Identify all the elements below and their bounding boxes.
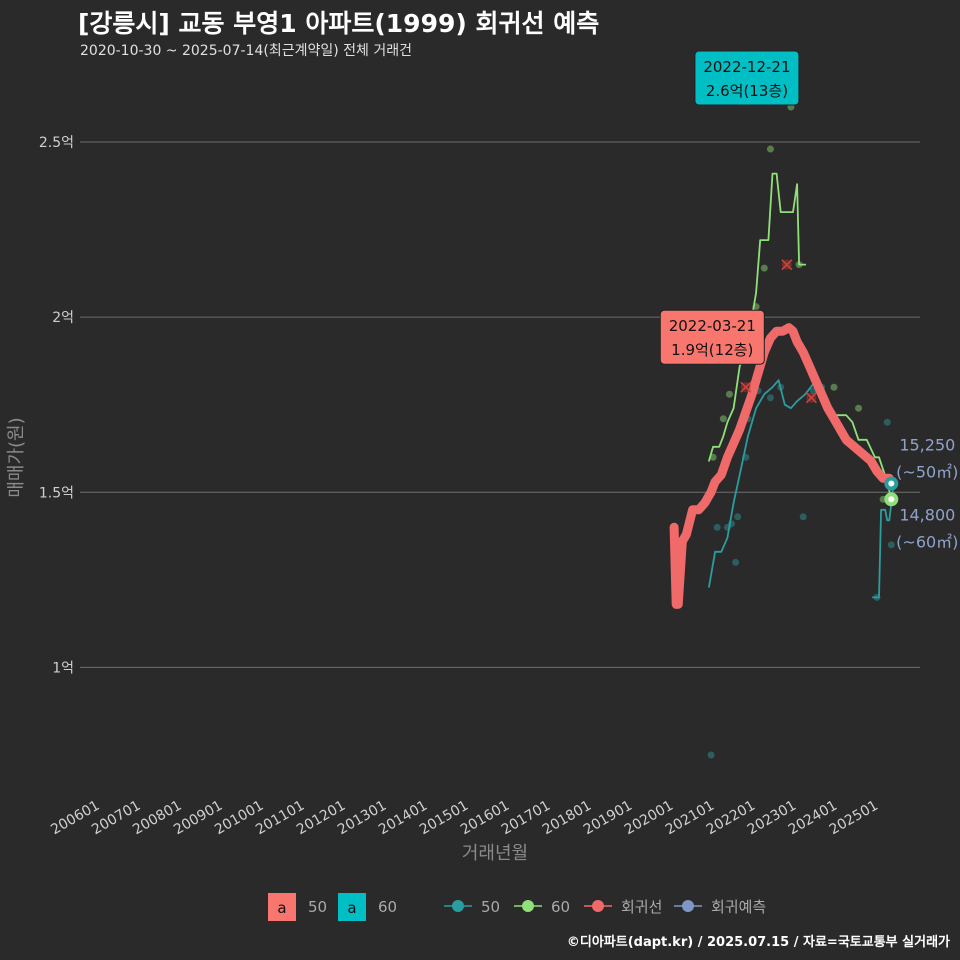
- callout-box: [659, 309, 765, 365]
- legend-dot-s50: [452, 900, 464, 912]
- scatter-point: [734, 513, 742, 521]
- legend: a 50 a 60 50 60 회귀선 회귀예측: [268, 893, 766, 921]
- callout-value: 2.6억(13층): [706, 82, 788, 100]
- highlight-marker-cross: [805, 392, 817, 404]
- callout-box: [694, 50, 800, 106]
- forecast-point-center: [888, 496, 895, 503]
- legend-swatch-glyph: a: [347, 899, 356, 917]
- callout-label: 2022-03-21 1.9억(12층): [659, 309, 765, 365]
- forecast-point-center: [888, 480, 895, 487]
- legend-label-50: 50: [308, 898, 327, 916]
- forecast-area-label: (~50㎡): [896, 463, 958, 482]
- regression-line: [669, 323, 894, 609]
- scatter-point: [732, 558, 740, 566]
- scatter-point: [713, 523, 721, 531]
- y-tick-label: 1억: [52, 660, 74, 676]
- forecast-price-label: 14,800: [899, 505, 955, 524]
- highlight-marker-cross: [740, 381, 752, 393]
- highlight-marker: [805, 392, 817, 404]
- forecast-price-label: 15,250: [899, 436, 955, 455]
- highlight-marker-cross: [781, 259, 793, 271]
- scatter-point: [799, 513, 807, 521]
- scatter-point: [725, 390, 733, 398]
- chart-subtitle: 2020-10-30 ~ 2025-07-14(최근계약일) 전체 거래건: [80, 43, 412, 59]
- scatter-point: [760, 264, 768, 272]
- legend-dot-s60: [522, 900, 534, 912]
- callout-value: 1.9억(12층): [671, 341, 753, 359]
- scatter-point: [830, 383, 838, 391]
- legend-label-forecast: 회귀예측: [711, 898, 766, 916]
- y-axis-title: 매매가(원): [6, 417, 27, 497]
- callout-date: 2022-03-21: [669, 317, 756, 335]
- y-tick-label: 2.5억: [39, 135, 74, 151]
- y-tick-label: 1.5억: [39, 485, 74, 501]
- highlight-marker: [740, 381, 752, 393]
- y-tick-label: 2억: [52, 310, 74, 326]
- scatter-point: [887, 541, 895, 549]
- legend-label-regression: 회귀선: [621, 898, 662, 916]
- legend-swatch-glyph: a: [277, 899, 286, 917]
- legend-dot-forecast: [682, 900, 694, 912]
- source-credit: ©디아파트(dapt.kr) / 2025.07.15 / 자료=국토교통부 실…: [566, 935, 950, 950]
- series-line-s60: [708, 172, 807, 462]
- callout-date: 2022-12-21: [703, 58, 790, 76]
- series-line-s50: [872, 484, 895, 599]
- legend-swatch-50: [268, 893, 296, 921]
- legend-label-60: 60: [378, 898, 397, 916]
- scatter-point: [707, 751, 715, 759]
- scatter-point: [855, 404, 863, 412]
- legend-label-s50: 50: [481, 898, 500, 916]
- chart-title: [강릉시] 교동 부영1 아파트(1999) 회귀선 예측: [78, 9, 600, 38]
- highlight-marker: [781, 259, 793, 271]
- scatter-point: [719, 415, 727, 423]
- callout-label: 2022-12-21 2.6억(13층): [694, 50, 800, 106]
- scatter-point: [883, 418, 891, 426]
- legend-swatch-60: [338, 893, 366, 921]
- forecast-area-label: (~60㎡): [896, 532, 958, 551]
- x-axis-title: 거래년월: [462, 843, 528, 864]
- series-line-s50: [708, 379, 821, 588]
- legend-dot-regression: [592, 900, 604, 912]
- legend-label-s60: 60: [551, 898, 570, 916]
- scatter-point: [766, 394, 774, 402]
- scatter-point: [766, 145, 774, 153]
